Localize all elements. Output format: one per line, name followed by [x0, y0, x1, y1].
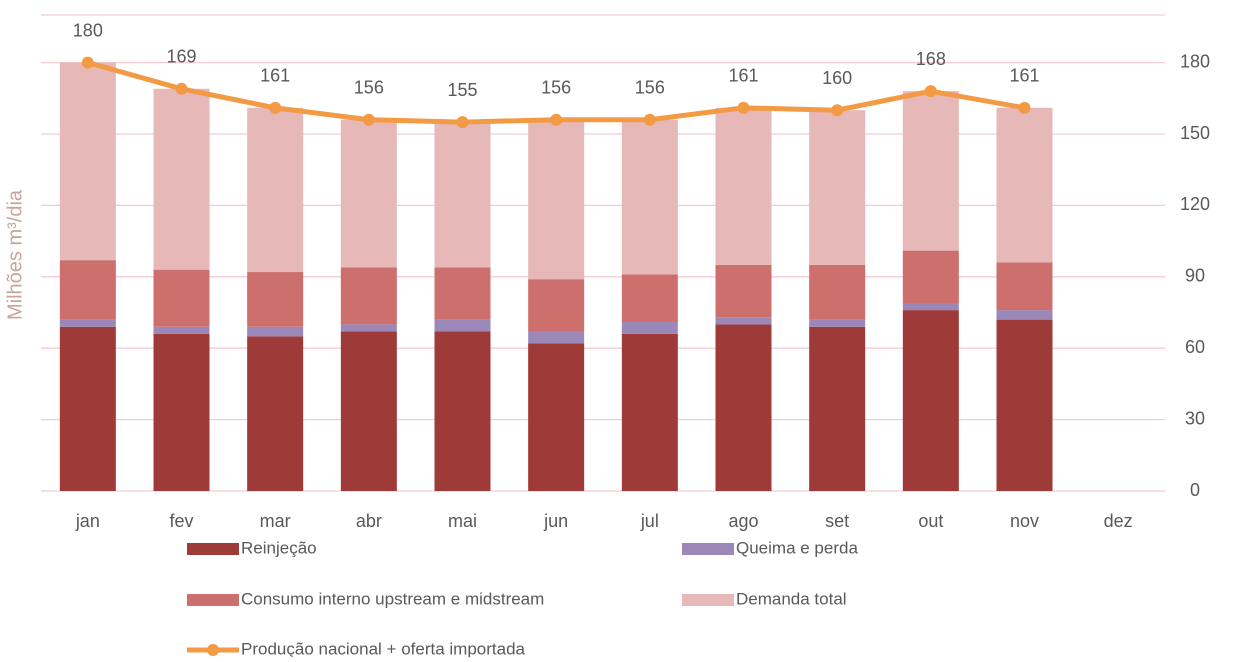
data-label: 169	[166, 47, 196, 67]
legend-label: Queima e perda	[736, 538, 858, 557]
bar-segment	[153, 88, 210, 270]
bar-segment	[340, 324, 397, 332]
bar-segment	[434, 122, 491, 268]
bar-segment	[809, 319, 866, 327]
x-tick-label: jul	[640, 511, 659, 531]
y-tick-label: 120	[1180, 194, 1210, 214]
bar-segment	[59, 319, 116, 327]
bar-segment	[902, 302, 959, 311]
x-tick-label: out	[918, 511, 943, 531]
bar-segment	[621, 322, 678, 334]
y-axis-title: Milhões m³/dia	[4, 189, 26, 320]
x-tick-label: abr	[356, 511, 382, 531]
y-tick-label: 90	[1185, 266, 1205, 286]
bar-segment	[434, 319, 491, 332]
data-label: 161	[260, 66, 290, 86]
bar-segment	[340, 267, 397, 325]
bar-segment	[153, 269, 210, 327]
y-tick-label: 60	[1185, 337, 1205, 357]
bar-segment	[809, 264, 866, 320]
data-label: 161	[728, 66, 758, 86]
line-marker	[269, 101, 282, 114]
y-tick-label: 30	[1185, 408, 1205, 428]
legend-swatch	[187, 594, 239, 606]
legend-label: Demanda total	[736, 589, 847, 608]
data-label: 155	[447, 80, 477, 100]
data-label: 160	[822, 68, 852, 88]
x-tick-label: nov	[1010, 511, 1039, 531]
bar-segment	[247, 107, 304, 273]
x-tick-label: mai	[448, 511, 477, 531]
bar-segment	[621, 119, 678, 275]
bar-segment	[528, 343, 585, 491]
legend-label: Produção nacional + oferta importada	[241, 639, 526, 657]
bar-segment	[621, 333, 678, 491]
bar-segment	[153, 326, 210, 334]
line-marker	[362, 113, 375, 126]
legend-swatch	[187, 543, 239, 555]
bar-segment	[247, 336, 304, 491]
bar-segment	[715, 317, 772, 325]
bar-segment	[715, 324, 772, 491]
line-marker	[1018, 101, 1031, 114]
y-tick-label: 0	[1190, 480, 1200, 500]
line-marker	[831, 104, 844, 117]
bar-segment	[247, 326, 304, 337]
bar-segment	[621, 274, 678, 323]
bar-segment	[340, 331, 397, 491]
bar-segment	[434, 331, 491, 491]
x-tick-label: fev	[169, 511, 193, 531]
line-marker	[924, 85, 937, 98]
legend-swatch	[207, 644, 219, 656]
x-tick-label: jun	[543, 511, 568, 531]
y-tick-label: 180	[1180, 51, 1210, 71]
bar-segment	[528, 119, 585, 280]
line-marker	[456, 116, 469, 129]
data-label: 156	[354, 77, 384, 97]
line-marker	[81, 56, 94, 69]
bar-segment	[809, 110, 866, 265]
line-marker	[737, 101, 750, 114]
data-label: 156	[541, 77, 571, 97]
bar-segment	[715, 107, 772, 265]
data-label: 180	[73, 20, 103, 40]
bar-segment	[247, 272, 304, 327]
bar-segment	[434, 267, 491, 320]
legend-swatch	[682, 594, 734, 606]
bar-segment	[528, 331, 585, 344]
bar-segment	[59, 62, 116, 261]
bar-segment	[996, 319, 1053, 491]
bar-segment	[996, 107, 1053, 263]
x-tick-label: dez	[1104, 511, 1133, 531]
bar-segment	[996, 262, 1053, 311]
x-tick-label: ago	[728, 511, 758, 531]
data-label: 161	[1009, 66, 1039, 86]
line-marker	[643, 113, 656, 126]
bar-segment	[715, 264, 772, 318]
legend-label: Consumo interno upstream e midstream	[241, 589, 544, 608]
legend-label: Reinjeção	[241, 538, 317, 557]
data-label: 156	[635, 77, 665, 97]
bar-segment	[902, 250, 959, 303]
bar-segment	[902, 91, 959, 251]
bar-segment	[59, 260, 116, 320]
bar-segment	[340, 119, 397, 268]
bar-segment	[902, 310, 959, 491]
data-label: 168	[916, 49, 946, 69]
bar-segment	[59, 326, 116, 491]
legend-swatch	[682, 543, 734, 555]
bar-segment	[809, 326, 866, 491]
line-marker	[175, 82, 188, 95]
bar-segment	[996, 310, 1053, 320]
line-marker	[550, 113, 563, 126]
x-tick-label: mar	[260, 511, 291, 531]
bar-segment	[528, 279, 585, 332]
y-tick-label: 150	[1180, 123, 1210, 143]
x-tick-label: set	[825, 511, 849, 531]
bar-segment	[153, 333, 210, 491]
x-tick-label: jan	[75, 511, 100, 531]
